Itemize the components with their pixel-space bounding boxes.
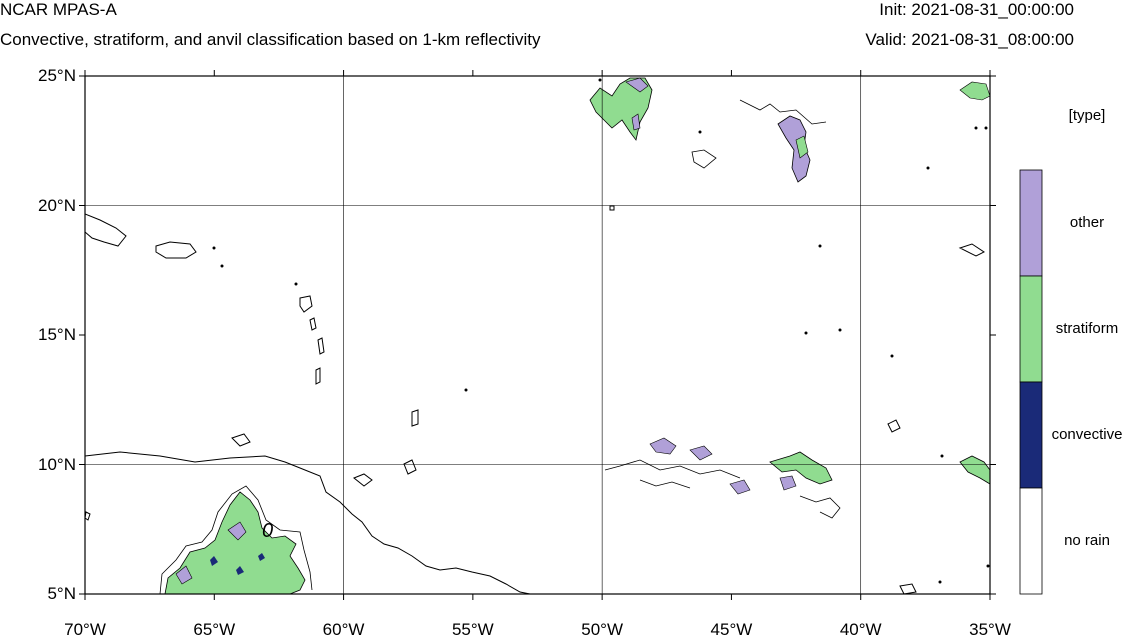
precip-region-east-top [959,81,990,101]
lon-tick-label: 65°W [193,620,236,639]
precip-region-itcz-other [649,437,797,495]
lon-tick-label: 70°W [64,620,106,639]
precip-contour-ne [691,99,827,169]
precip-region-sw-other [175,521,247,585]
lon-tick-label: 55°W [451,620,494,639]
map-content: 0 [85,77,990,594]
precip-region-sw-conv [210,553,265,575]
init-time: Init: 2021-08-31_00:00:00 [879,0,1074,19]
lon-tick-label: 40°W [839,620,882,639]
lon-tick-label: 35°W [969,620,1011,639]
lat-tick-label: 15°N [38,325,76,344]
legend-label: no rain [1064,532,1110,549]
valid-time: Valid: 2021-08-31_08:00:00 [865,30,1074,49]
map-subtitle: Convective, stratiform, and anvil classi… [0,30,541,49]
precip-region-north-other [625,77,649,131]
legend-label: stratiform [1055,320,1119,337]
legend-label: other [1069,214,1105,231]
island-contours [85,205,985,594]
precip-region-ne-strat [795,135,809,159]
legend-swatch [1019,487,1043,595]
lat-tick-label: 5°N [47,584,76,603]
coastline [85,451,531,594]
lat-tick-label: 10°N [38,454,76,474]
grid-lines [85,76,990,594]
map-title: NCAR MPAS-A [0,0,117,19]
lat-tick-label: 25°N [38,66,76,85]
tick-marks [79,70,996,600]
lat-tick-label: 20°N [38,195,76,215]
precip-region-itcz [769,451,833,485]
precip-contour-sw [159,485,313,594]
lon-tick-label: 50°W [581,620,624,639]
lon-tick-label: 60°W [322,620,365,639]
plot-frame [84,75,991,595]
lon-tick-label: 45°W [710,620,753,639]
precip-region-sw [164,491,306,594]
legend-title: [type] [1068,107,1106,124]
legend-label: convective [1051,426,1123,443]
precip-region-ne [777,115,811,183]
contour-label: 0 [262,520,273,542]
small-cells [212,78,990,584]
precip-contour-itcz [604,459,841,519]
precip-region-east [959,455,990,485]
legend-colorbar [1019,169,1043,595]
